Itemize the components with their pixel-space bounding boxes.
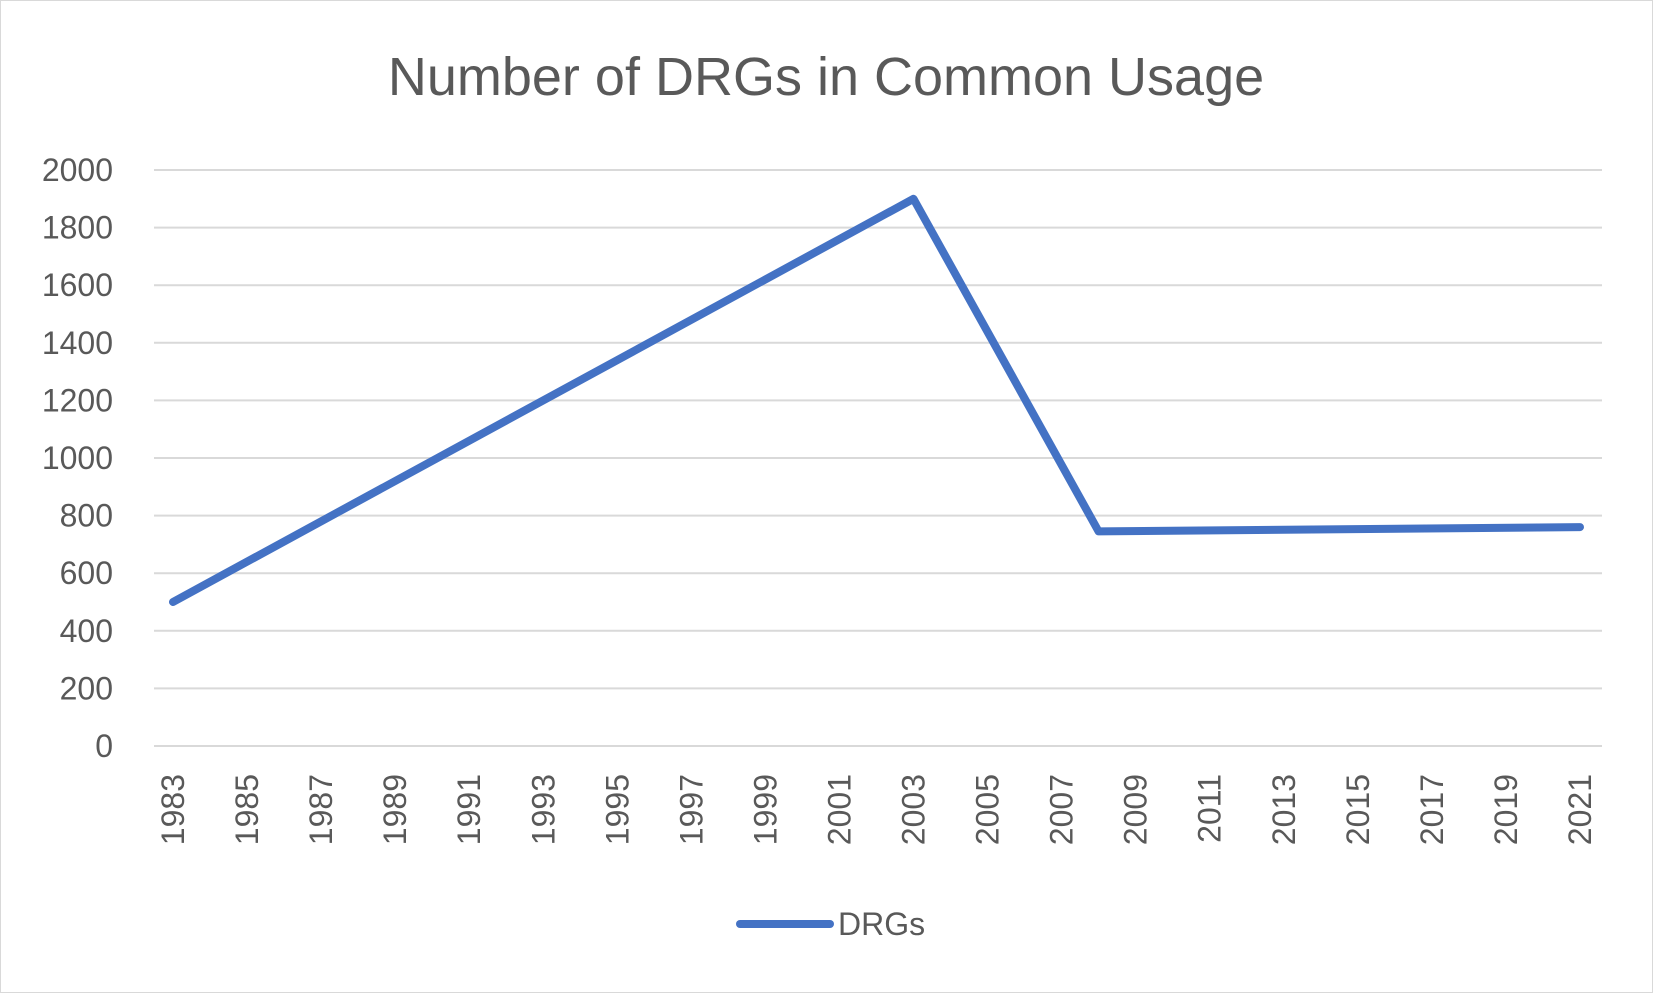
y-tick-label: 400 xyxy=(60,613,113,649)
x-tick-label: 2017 xyxy=(1414,774,1450,845)
x-tick-label: 1989 xyxy=(377,774,413,845)
x-tick-label: 2007 xyxy=(1044,774,1080,845)
series-layer xyxy=(169,194,1584,606)
x-tick-label: 2015 xyxy=(1340,774,1376,845)
x-tick-label: 2011 xyxy=(1192,774,1228,843)
x-tick-label: 2009 xyxy=(1118,774,1154,845)
x-tick-label: 1997 xyxy=(673,774,709,845)
x-tick-label: 2001 xyxy=(821,774,857,845)
x-tick-label: 1983 xyxy=(155,774,191,845)
x-tick-label: 2021 xyxy=(1562,774,1598,845)
x-tick-label: 1991 xyxy=(451,774,487,845)
x-tick-label: 1993 xyxy=(525,774,561,845)
legend: DRGs xyxy=(736,906,925,942)
y-tick-label: 1200 xyxy=(42,382,113,418)
x-axis-ticks: 1983 1985 1987 1989 1991 1993 1995 1997 1999 2001… xyxy=(155,774,1598,845)
chart-title: Number of DRGs in Common Usage xyxy=(388,47,1264,107)
y-tick-label: 0 xyxy=(95,728,113,764)
y-tick-label: 1000 xyxy=(42,440,113,476)
x-tick-label: 2019 xyxy=(1488,774,1524,845)
y-tick-label: 1800 xyxy=(42,210,113,246)
y-axis-ticks: 0 200 400 600 800 1000 1200 1400 1600 1800 2000 xyxy=(42,152,113,764)
legend-label-drgs: DRGs xyxy=(838,906,925,942)
y-tick-label: 1400 xyxy=(42,325,113,361)
y-tick-label: 1600 xyxy=(42,267,113,303)
y-tick-label: 800 xyxy=(60,498,113,534)
x-tick-label: 1987 xyxy=(303,774,339,845)
x-tick-label: 2005 xyxy=(970,774,1006,845)
x-tick-label: 2013 xyxy=(1266,774,1302,845)
x-tick-label: 1995 xyxy=(599,774,635,845)
y-tick-label: 200 xyxy=(60,670,113,706)
x-tick-label: 1999 xyxy=(747,774,783,845)
y-tick-label: 600 xyxy=(60,555,113,591)
x-tick-label: 2003 xyxy=(896,774,932,845)
x-tick-label: 1985 xyxy=(229,774,265,845)
series-line-drgs xyxy=(169,194,1584,606)
y-tick-label: 2000 xyxy=(42,152,113,188)
gridlines xyxy=(154,169,1602,747)
